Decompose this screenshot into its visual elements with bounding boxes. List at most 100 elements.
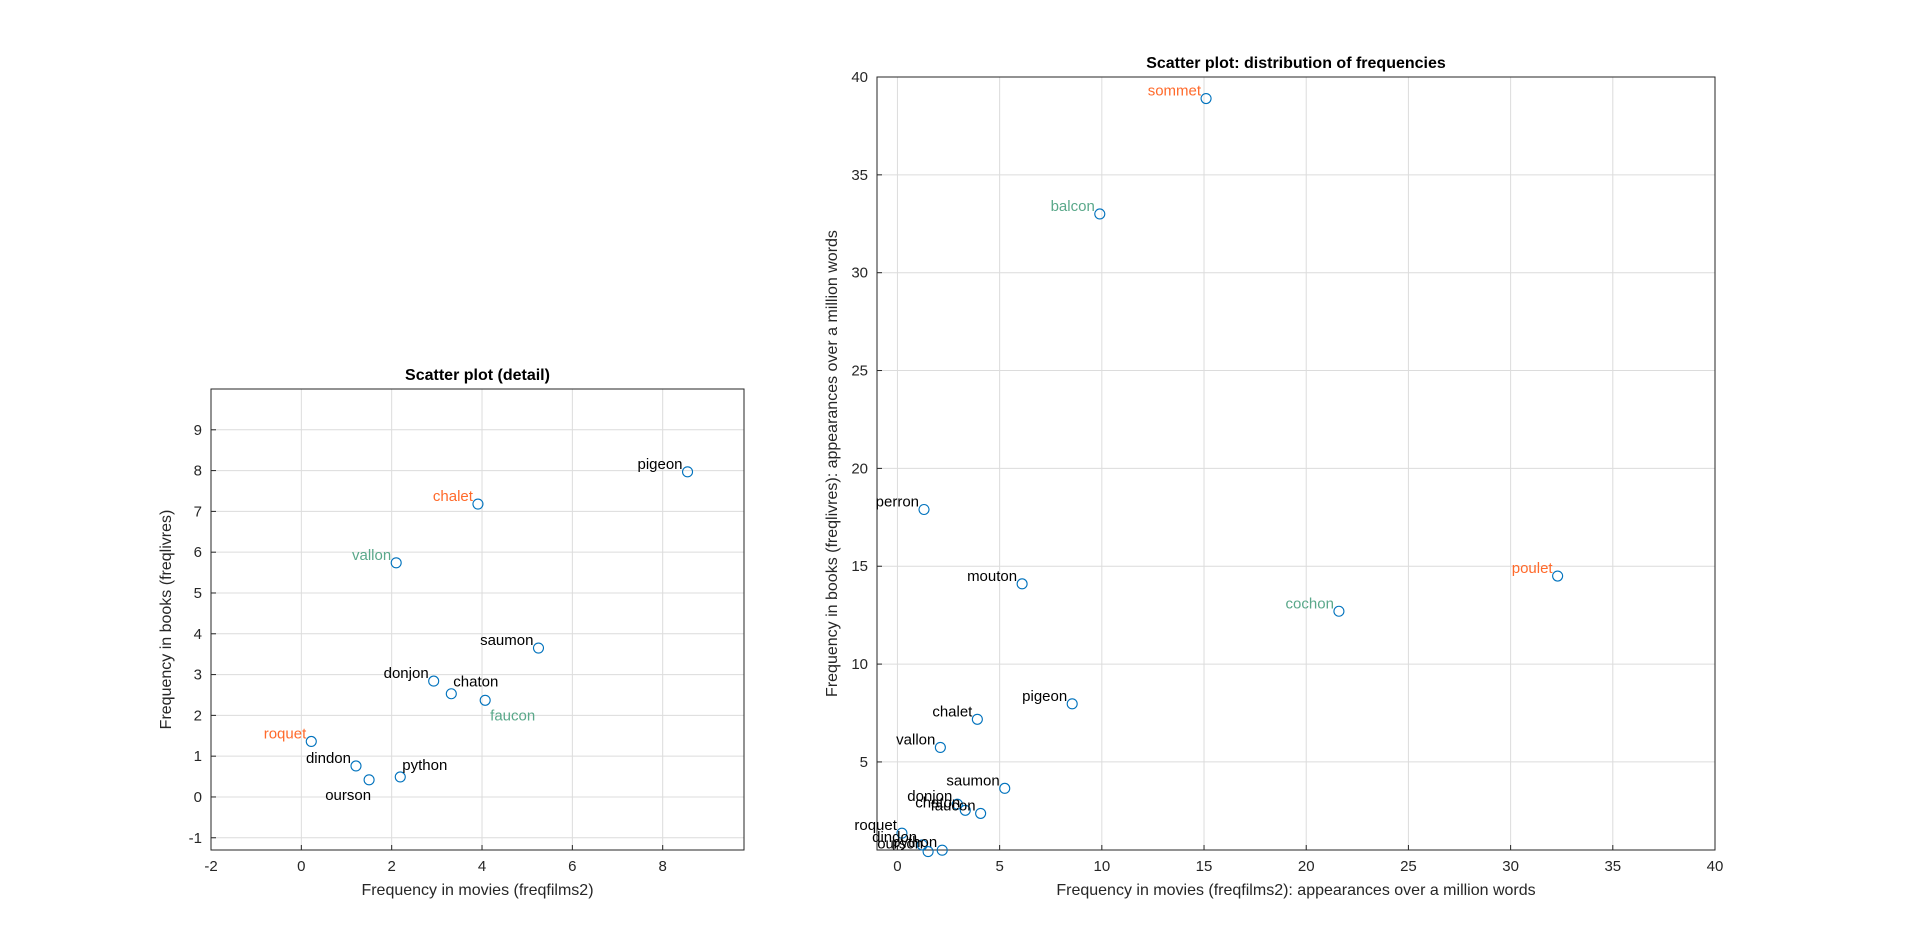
y-axis-label: Frequency in books (freqlivres): appeara… <box>824 230 841 697</box>
point-label-faucon: faucon <box>490 707 535 724</box>
point-label-mouton: mouton <box>967 568 1017 585</box>
data-point-chalet <box>472 498 484 510</box>
point-label-ourson: ourson <box>325 787 371 804</box>
data-point-faucon <box>479 694 491 706</box>
y-tick-label: 15 <box>851 558 868 575</box>
y-tick-label: 2 <box>194 707 202 724</box>
point-label-faucon: faucon <box>931 797 976 814</box>
data-point-chalet <box>971 713 983 725</box>
data-point-sommet <box>1200 92 1212 105</box>
point-label-chalet: chalet <box>932 703 973 720</box>
point-label-saumon: saumon <box>480 632 533 649</box>
data-point-ourson <box>922 846 934 858</box>
point-label-vallon: vallon <box>896 731 935 748</box>
data-point-faucon <box>975 807 987 819</box>
point-label-roquet: roquet <box>264 725 307 742</box>
point-label-balcon: balcon <box>1051 198 1095 215</box>
data-point-cochon <box>1333 605 1345 617</box>
x-tick-label: 10 <box>1093 858 1110 875</box>
data-point-dindon <box>916 839 928 851</box>
y-tick-label: 3 <box>194 667 202 684</box>
y-tick-label: 4 <box>194 626 202 643</box>
data-point-saumon <box>999 782 1011 794</box>
y-tick-label: 7 <box>194 503 202 520</box>
point-label-chaton: chaton <box>915 794 960 811</box>
y-tick-label: 5 <box>194 585 202 602</box>
y-tick-label: 1 <box>194 748 202 765</box>
data-point-roquet <box>896 827 908 839</box>
point-label-sommet: sommet <box>1148 83 1202 100</box>
point-label-cochon: cochon <box>1286 595 1334 612</box>
data-point-vallon <box>934 741 946 754</box>
data-point-poulet <box>1552 570 1564 582</box>
data-point-vallon <box>390 557 402 569</box>
y-tick-label: 5 <box>860 754 868 771</box>
x-axis-label: Frequency in movies (freqfilms2): appear… <box>1056 882 1535 899</box>
data-point-pigeon <box>1066 698 1078 710</box>
point-label-vallon: vallon <box>352 547 391 564</box>
x-tick-label: 25 <box>1400 858 1417 875</box>
point-label-chalet: chalet <box>433 488 474 505</box>
point-label-ourson: ourson <box>877 836 923 853</box>
x-tick-label: 5 <box>995 858 1003 875</box>
x-tick-label: 30 <box>1502 858 1519 875</box>
y-tick-label: 40 <box>851 69 868 86</box>
data-point-python <box>936 844 948 856</box>
y-tick-label: 0 <box>194 789 202 806</box>
grid-lines <box>210 389 744 850</box>
y-tick-label: 9 <box>194 422 202 439</box>
point-label-dindon: dindon <box>306 750 351 767</box>
y-tick-label: 6 <box>194 544 202 561</box>
point-label-chaton: chaton <box>453 674 498 691</box>
data-point-perron <box>918 503 930 516</box>
data-point-mouton <box>1016 578 1028 590</box>
y-tick-label: 35 <box>851 167 868 184</box>
x-axis-label: Frequency in movies (freqfilms2) <box>361 882 593 899</box>
point-label-donjon: donjon <box>384 665 429 682</box>
x-tick-label: 4 <box>478 858 486 875</box>
x-tick-label: -2 <box>204 858 217 875</box>
y-tick-label: 10 <box>851 656 868 673</box>
point-label-donjon: donjon <box>907 788 952 805</box>
y-tick-label: 30 <box>851 265 868 282</box>
x-tick-label: 8 <box>659 858 667 875</box>
point-label-saumon: saumon <box>946 772 999 789</box>
x-tick-label: 0 <box>297 858 305 875</box>
data-point-dindon <box>350 760 362 772</box>
x-tick-label: 15 <box>1196 858 1213 875</box>
point-label-poulet: poulet <box>1512 560 1554 577</box>
plot-frame <box>210 388 745 851</box>
point-label-roquet: roquet <box>854 817 897 834</box>
plot-frame <box>876 76 1716 851</box>
x-tick-label: 0 <box>893 858 901 875</box>
y-tick-label: 20 <box>851 460 868 477</box>
x-tick-label: 20 <box>1298 858 1315 875</box>
data-point-chaton <box>445 688 457 700</box>
data-point-chaton <box>959 804 971 816</box>
point-label-pigeon: pigeon <box>1022 688 1067 705</box>
point-label-perron: perron <box>876 493 919 510</box>
point-label-pigeon: pigeon <box>637 456 682 473</box>
data-point-saumon <box>532 642 545 654</box>
data-point-donjon <box>951 798 963 810</box>
chart-title: Scatter plot (detail) <box>405 367 550 384</box>
data-point-ourson <box>363 774 375 786</box>
y-tick-label: -1 <box>189 830 202 847</box>
chart-title: Scatter plot: distribution of frequencie… <box>1146 55 1446 72</box>
point-label-dindon: dindon <box>872 829 917 846</box>
x-tick-label: 40 <box>1707 858 1724 875</box>
y-tick-label: 8 <box>194 463 202 480</box>
y-axis-label: Frequency in books (freqlivres) <box>158 510 175 730</box>
x-tick-label: 35 <box>1604 858 1621 875</box>
point-label-python: python <box>402 757 447 774</box>
data-point-python <box>394 771 406 783</box>
data-point-pigeon <box>681 466 694 478</box>
distribution-scatter-chart: 0 5 10 15 20 25 30 35 40 5 10 15 20 25 30 35 40 Scatter p… <box>824 55 1723 899</box>
x-tick-label: 6 <box>568 858 576 875</box>
data-point-roquet <box>305 735 317 748</box>
y-tick-label: 25 <box>851 363 868 380</box>
detail-scatter-chart: -2 0 2 4 6 8 -1 0 1 2 3 4 5 6 7 8 9 Scatter plot (detail)… <box>158 367 745 899</box>
data-point-balcon <box>1094 208 1106 220</box>
x-tick-label: 2 <box>388 858 396 875</box>
